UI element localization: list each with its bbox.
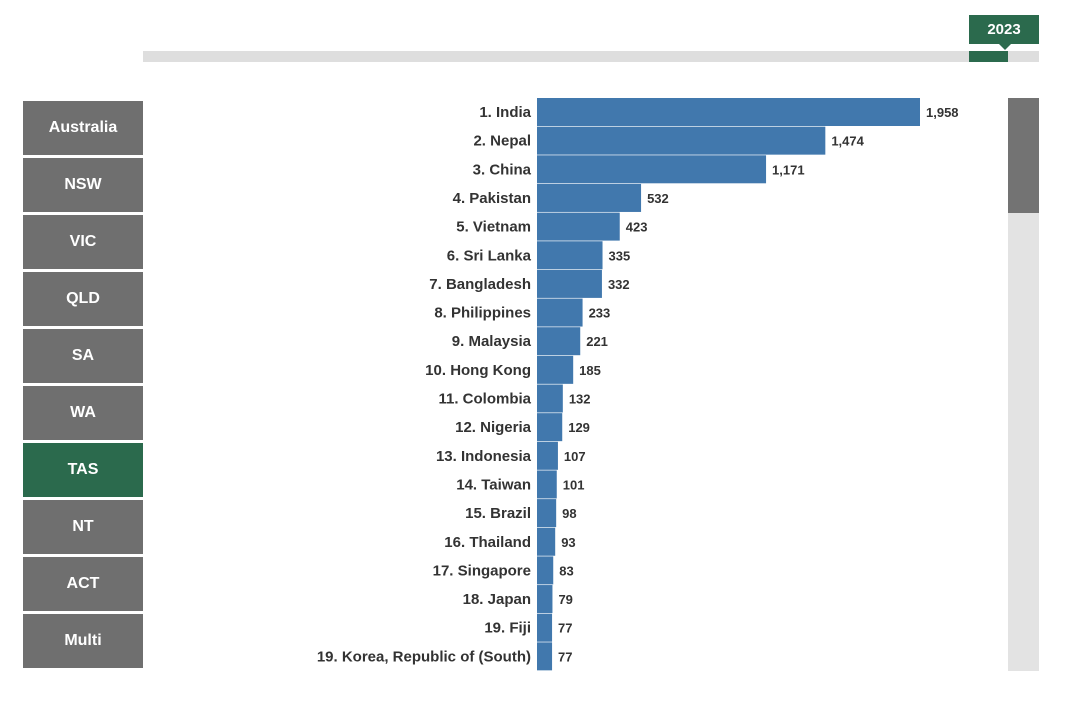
category-label: 19. Korea, Republic of (South) <box>317 648 531 665</box>
value-label: 132 <box>569 392 591 407</box>
category-label: 18. Japan <box>463 591 531 608</box>
value-label: 107 <box>564 449 586 464</box>
region-button-multi[interactable]: Multi <box>23 614 143 668</box>
region-button-vic[interactable]: VIC <box>23 215 143 269</box>
category-label: 4. Pakistan <box>453 190 531 207</box>
value-label: 335 <box>609 248 631 263</box>
bar[interactable] <box>537 556 554 585</box>
category-label: 19. Fiji <box>484 620 531 637</box>
value-label: 1,171 <box>772 162 805 177</box>
region-button-australia[interactable]: Australia <box>23 101 143 155</box>
category-label: 8. Philippines <box>434 305 531 322</box>
value-label: 532 <box>647 191 669 206</box>
bar[interactable] <box>537 183 642 212</box>
bar[interactable] <box>537 527 556 556</box>
region-button-sa[interactable]: SA <box>23 329 143 383</box>
bar[interactable] <box>537 327 581 356</box>
category-label: 15. Brazil <box>465 505 531 522</box>
bar[interactable] <box>537 642 553 671</box>
value-label: 221 <box>586 334 608 349</box>
category-label: 11. Colombia <box>438 391 531 408</box>
region-button-wa[interactable]: WA <box>23 386 143 440</box>
value-label: 129 <box>568 420 590 435</box>
category-label: 10. Hong Kong <box>425 362 531 379</box>
value-label: 77 <box>558 621 572 636</box>
value-label: 83 <box>559 563 573 578</box>
timeline-track[interactable] <box>143 51 1039 62</box>
bar[interactable] <box>537 470 557 499</box>
value-label: 233 <box>589 306 611 321</box>
bar[interactable] <box>537 212 620 241</box>
value-label: 101 <box>563 477 585 492</box>
category-label: 9. Malaysia <box>452 333 532 350</box>
bar[interactable] <box>537 126 826 155</box>
bar[interactable] <box>537 499 557 528</box>
value-label: 98 <box>562 506 576 521</box>
bar[interactable] <box>537 585 553 614</box>
value-label: 185 <box>579 363 601 378</box>
value-label: 79 <box>558 592 572 607</box>
category-label: 17. Singapore <box>433 562 531 579</box>
bar[interactable] <box>537 298 583 327</box>
bar[interactable] <box>537 413 563 442</box>
category-label: 2. Nepal <box>473 133 531 150</box>
bar[interactable] <box>537 384 563 413</box>
category-label: 16. Thailand <box>444 534 531 551</box>
scrollbar-thumb[interactable] <box>1008 98 1039 213</box>
category-label: 14. Taiwan <box>456 476 531 493</box>
value-label: 1,958 <box>926 105 959 120</box>
value-label: 332 <box>608 277 630 292</box>
region-button-qld[interactable]: QLD <box>23 272 143 326</box>
value-label: 1,474 <box>831 134 864 149</box>
bar[interactable] <box>537 613 553 642</box>
region-list: Australia NSW VIC QLD SA WA TAS NT ACT Multi <box>23 101 143 671</box>
year-tag: 2023 <box>969 15 1039 50</box>
bar[interactable] <box>537 355 574 384</box>
region-button-nt[interactable]: NT <box>23 500 143 554</box>
region-button-tas[interactable]: TAS <box>23 443 143 497</box>
category-label: 1. India <box>479 104 531 121</box>
bar[interactable] <box>537 441 558 470</box>
category-label: 6. Sri Lanka <box>447 247 532 264</box>
value-label: 77 <box>558 649 572 664</box>
category-label: 12. Nigeria <box>455 419 532 436</box>
bar[interactable] <box>537 241 603 270</box>
value-label: 93 <box>561 535 575 550</box>
region-button-nsw[interactable]: NSW <box>23 158 143 212</box>
category-label: 7. Bangladesh <box>429 276 531 293</box>
region-button-act[interactable]: ACT <box>23 557 143 611</box>
bar[interactable] <box>537 155 767 184</box>
category-label: 3. China <box>473 161 532 178</box>
bar[interactable] <box>537 98 920 126</box>
bar-chart: 1. India 1,958 2. Nepal 1,474 3. China 1,171 4… <box>317 98 959 671</box>
timeline-handle[interactable] <box>969 51 1008 62</box>
category-label: 13. Indonesia <box>436 448 532 465</box>
bar[interactable] <box>537 269 602 298</box>
category-label: 5. Vietnam <box>456 219 531 236</box>
value-label: 423 <box>626 220 648 235</box>
